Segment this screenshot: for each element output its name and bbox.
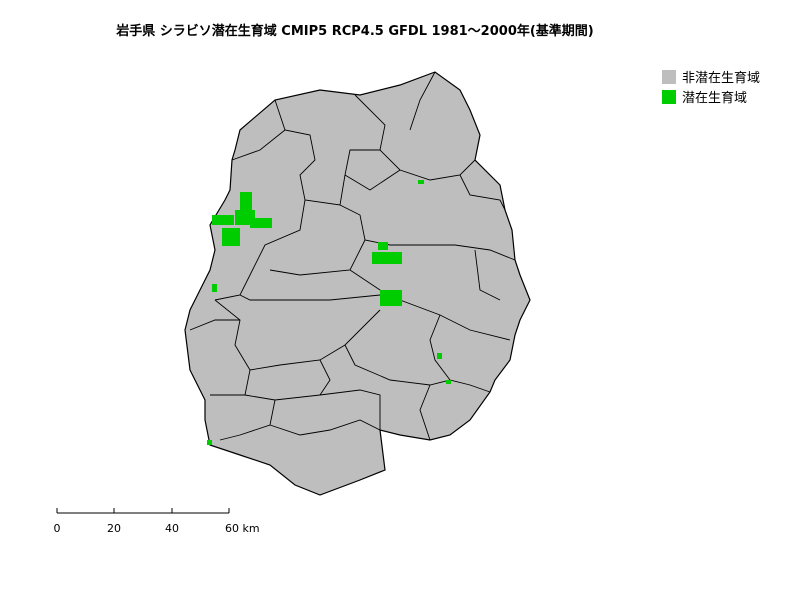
scale-tick-label: 0 — [54, 522, 61, 535]
habitat-patch — [372, 252, 402, 264]
habitat-patch — [250, 218, 272, 228]
habitat-patch — [378, 242, 388, 250]
legend-item-habitat: 潜在生育域 — [662, 87, 747, 106]
habitat-patch — [212, 284, 217, 292]
habitat-patch — [207, 440, 212, 445]
legend-item-non-habitat: 非潜在生育域 — [662, 67, 760, 86]
habitat-patch — [212, 215, 234, 225]
habitat-patch — [380, 290, 402, 306]
habitat-patch — [418, 180, 424, 184]
scale-tick-label: 20 — [107, 522, 121, 535]
scale-bar — [56, 508, 230, 514]
legend-swatch — [662, 69, 676, 84]
legend-swatch — [662, 89, 676, 104]
scale-tick-label: 60 km — [225, 522, 260, 535]
habitat-patch — [446, 380, 451, 384]
scale-tick-label: 40 — [165, 522, 179, 535]
habitat-patch — [437, 353, 442, 359]
habitat-areas — [207, 180, 451, 445]
habitat-patch — [222, 228, 240, 246]
prefecture-outline — [184, 71, 531, 496]
habitat-patch — [240, 192, 252, 210]
legend-label: 非潜在生育域 — [682, 71, 761, 86]
map-title: 岩手県 シラビソ潜在生育域 CMIP5 RCP4.5 GFDL 1981～200… — [116, 24, 594, 39]
legend-label: 潜在生育域 — [682, 91, 748, 106]
municipal-boundaries — [189, 71, 516, 441]
